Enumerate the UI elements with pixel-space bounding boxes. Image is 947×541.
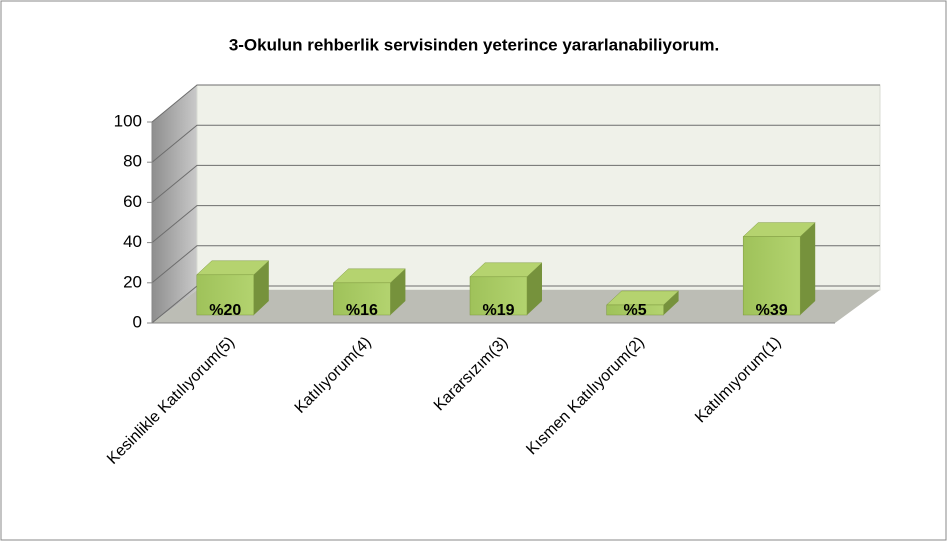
y-tick-label: 20 xyxy=(123,272,142,291)
bar xyxy=(742,236,801,316)
data-label: %16 xyxy=(346,302,378,319)
bar xyxy=(196,274,255,316)
y-tick-label: 100 xyxy=(114,111,142,130)
grid-line xyxy=(151,124,880,163)
bar-side xyxy=(390,268,406,315)
data-label: %20 xyxy=(209,302,241,319)
bar-side xyxy=(527,262,542,315)
y-tick-label: 80 xyxy=(123,152,142,171)
bar-side xyxy=(663,290,679,315)
grid-line xyxy=(151,84,880,123)
grid-line xyxy=(151,205,880,243)
y-tick-label: 60 xyxy=(123,192,142,211)
bar xyxy=(333,282,391,316)
data-label: %19 xyxy=(482,302,514,319)
data-label: %5 xyxy=(624,302,647,319)
y-tick-label: 0 xyxy=(133,312,142,331)
data-label: %39 xyxy=(756,302,788,319)
grid-line xyxy=(151,164,880,203)
bar-side xyxy=(253,260,269,315)
side-wall xyxy=(152,85,197,323)
bar-side xyxy=(800,222,816,315)
y-tick-label: 40 xyxy=(123,232,142,251)
bar xyxy=(469,276,528,316)
chart-title: 3-Okulun rehberlik servisinden yeterince… xyxy=(229,35,719,54)
grid-line xyxy=(151,245,880,284)
bar xyxy=(606,304,664,316)
